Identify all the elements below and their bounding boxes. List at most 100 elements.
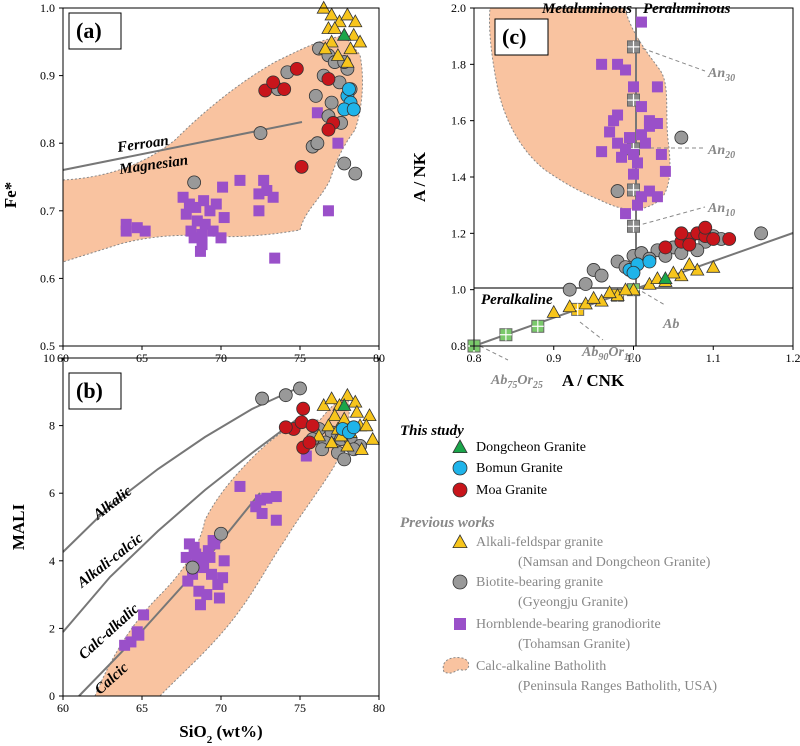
sio2-label-sub: 2	[207, 734, 213, 746]
alkali-calcic-line	[62, 416, 301, 633]
calc-alkalic-line	[78, 492, 261, 697]
ticks-panel-c: 0.8 0.9 1.0 1.1 1.2 0.8 1.0 1.2 1.4 1.6 1.8 2.0	[451, 1, 800, 365]
legend-marker-dongcheon-granite	[452, 439, 468, 454]
point-hornblende-bearing-granodiorite	[177, 191, 189, 203]
panel-a-label-box	[68, 12, 122, 50]
point-hornblende-bearing-granodiorite	[322, 205, 334, 217]
x-tick-label: 80	[373, 701, 385, 715]
point-alkali-feldspar-granite	[666, 265, 681, 279]
point-hornblende-bearing-granodiorite	[659, 165, 671, 177]
point-alkali-feldspar-granite	[321, 418, 336, 432]
point-alkali-feldspar-granite	[316, 397, 331, 411]
panel-c-label: (c)	[502, 24, 526, 49]
point-hornblende-bearing-granodiorite	[204, 205, 216, 217]
point-hornblende-bearing-granodiorite	[596, 58, 608, 70]
point-bomun-granite	[642, 254, 657, 269]
point-alkali-feldspar-granite	[318, 41, 333, 55]
point-moa-granite	[321, 72, 336, 86]
point-dongcheon-granite	[337, 397, 352, 411]
an20-main: An	[707, 143, 725, 158]
point-moa-granite	[277, 82, 292, 97]
point-hornblende-bearing-granodiorite	[206, 568, 218, 580]
point-biotite-bearing-granite	[315, 442, 330, 457]
alkalic-line	[62, 386, 301, 553]
point-hornblende-bearing-granodiorite	[635, 129, 647, 141]
or25-main: Or	[517, 373, 533, 388]
point-alkali-feldspar-granite	[343, 41, 358, 55]
point-biotite-bearing-granite	[310, 136, 325, 151]
y-tick-label: 0.5	[40, 339, 55, 353]
point-hornblende-bearing-granodiorite	[604, 126, 616, 138]
point-hornblende-bearing-granodiorite	[188, 232, 200, 244]
point-alkali-feldspar-granite	[354, 441, 369, 455]
point-hornblende-bearing-granodiorite	[612, 109, 624, 121]
series-hornblende-bearing-granodiorite	[120, 107, 344, 264]
series-moa-granite	[278, 401, 320, 455]
points-panel-b	[119, 381, 380, 651]
point-hornblende-bearing-granodiorite	[196, 228, 208, 240]
batholith-field-b	[94, 399, 350, 697]
point-hornblende-bearing-granodiorite	[332, 137, 344, 149]
legend-this-study-title: This study	[400, 423, 464, 439]
point-alkali-feldspar-granite	[340, 387, 355, 401]
an10-main: An	[707, 201, 725, 216]
series-moa-granite	[258, 61, 341, 174]
ab75or25-label: Ab75Or25	[490, 373, 543, 391]
point-alkali-feldspar-granite	[586, 290, 601, 304]
legend: This study Previous works Dongcheon Gran…	[400, 423, 717, 694]
series-bomun-granite	[335, 420, 361, 440]
series-alkali-feldspar-granite	[316, 0, 368, 68]
point-dongcheon-granite	[658, 271, 673, 285]
panel-b-label-box	[68, 372, 122, 410]
legend-marker-biotite-bearing-granite	[452, 574, 468, 590]
series-hornblende-bearing-granodiorite	[596, 16, 671, 220]
point-hornblende-bearing-granodiorite	[131, 222, 143, 234]
ab90-main: Ab	[581, 345, 598, 360]
point-hornblende-bearing-granodiorite	[655, 148, 667, 160]
point-alkali-feldspar-granite	[340, 54, 355, 68]
y-tick-label: 10	[43, 351, 55, 365]
point-hornblende-bearing-granodiorite	[612, 137, 624, 149]
point-biotite-bearing-granite	[578, 277, 593, 291]
point-hornblende-bearing-granodiorite	[125, 636, 137, 648]
point-hornblende-bearing-granodiorite	[256, 507, 268, 519]
y-tick-label: 0.9	[40, 69, 55, 83]
point-alkali-feldspar-granite	[682, 256, 697, 270]
y-tick-label: 1.0	[40, 1, 55, 15]
point-hornblende-bearing-granodiorite	[651, 117, 663, 129]
x-tick-label: 1.2	[786, 351, 800, 365]
y-tick-label: 8	[49, 419, 55, 433]
point-hornblende-bearing-granodiorite	[620, 143, 632, 155]
y-tick-label: 2.0	[451, 1, 466, 15]
point-hornblende-bearing-granodiorite	[213, 592, 225, 604]
point-hornblende-bearing-granodiorite	[255, 494, 266, 506]
legend-label-dongcheon-granite: Dongcheon Granite	[476, 440, 586, 455]
point-hornblende-bearing-granodiorite	[270, 514, 282, 526]
point-hornblende-bearing-granodiorite	[204, 551, 216, 563]
alkali-calcic-label: Alkali-calcic	[74, 530, 147, 592]
or10-main: Or	[608, 345, 624, 360]
ab75-main: Ab	[490, 373, 507, 388]
point-hornblende-bearing-granodiorite	[628, 168, 639, 180]
series-dongcheon-granite	[658, 271, 673, 285]
y-tick-label: 0.6	[40, 271, 55, 285]
point-hornblende-bearing-granodiorite	[180, 551, 192, 563]
ferroan-label: Ferroan	[115, 133, 169, 156]
y-tick-label: 2	[49, 621, 55, 635]
x-tick-label: 1.0	[626, 351, 641, 365]
point-hornblende-bearing-granodiorite	[234, 174, 246, 186]
y-tick-label: 1.2	[451, 226, 466, 240]
legend-label-bomun-granite: Bomun Granite	[476, 461, 563, 476]
a-cnk-axis-label: A / CNK	[562, 371, 625, 390]
legend-sublabel-calc-alkaline-batholith: (Peninsula Ranges Batholith, USA)	[518, 679, 717, 694]
legend-previous-works-title: Previous works	[400, 515, 495, 531]
y-tick-label: 1.4	[451, 170, 466, 184]
an10-label: An10	[707, 201, 735, 219]
point-biotite-bearing-granite	[308, 88, 323, 103]
point-hornblende-bearing-granodiorite	[651, 191, 663, 203]
point-alkali-feldspar-granite	[348, 394, 363, 408]
point-hornblende-bearing-granodiorite	[202, 545, 214, 557]
point-biotite-bearing-granite	[278, 388, 293, 403]
x-tick-label: 1.1	[706, 351, 721, 365]
point-alkali-feldspar-granite	[618, 282, 633, 296]
